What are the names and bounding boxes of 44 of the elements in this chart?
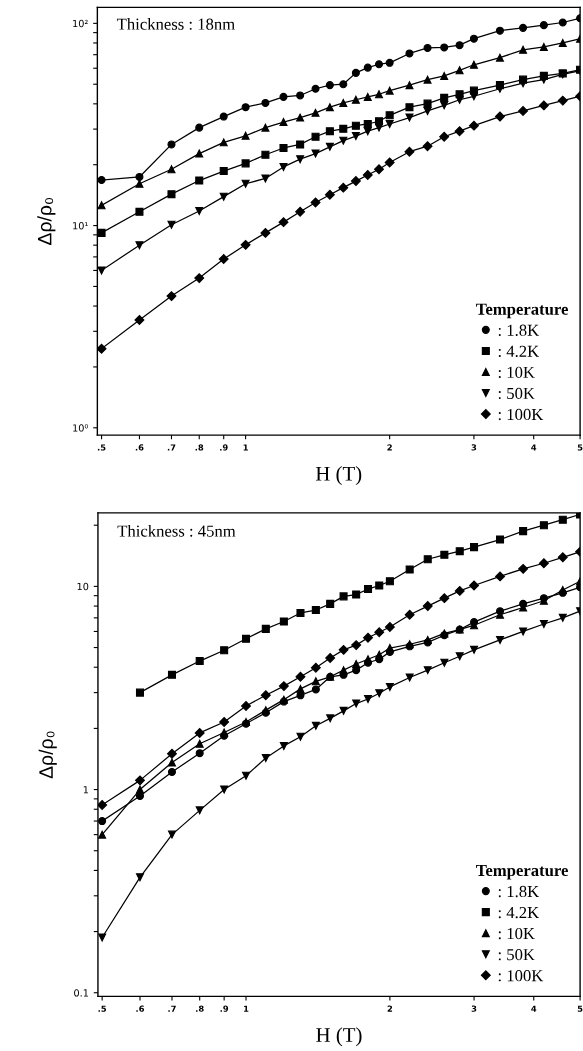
legend-label: : 100K	[498, 970, 544, 982]
legend-label: : 4.2K	[498, 906, 539, 919]
y-tick-label: 10²	[73, 19, 88, 28]
y-tick-label: 10⁰	[73, 424, 88, 432]
legend-label: : 100K	[498, 408, 544, 421]
x-tick-label: 2	[387, 444, 392, 451]
legend-label: : 4.2K	[498, 345, 539, 357]
legend-label: : 10K	[498, 366, 535, 379]
x-tick-label: .5	[98, 1005, 107, 1012]
annotation: Thickness : 18nm	[116, 18, 235, 30]
x-tick-label: .6	[135, 444, 144, 451]
x-tick-label: .6	[136, 1005, 145, 1012]
legend-label: : 10K	[498, 927, 535, 940]
legend-title: Temperature	[476, 303, 568, 319]
x-tick-label: .8	[195, 444, 204, 451]
x-tick-label: 3	[471, 1005, 477, 1012]
legend-label: : 50K	[498, 387, 535, 400]
x-tick-label: 4	[531, 1005, 537, 1012]
legend-label: : 1.8K	[498, 324, 539, 336]
x-tick-label: 4	[531, 444, 537, 451]
x-tick-label: 5	[577, 1005, 583, 1012]
y-axis-title: Δρ/ρ₀	[37, 198, 56, 245]
legend-label: : 50K	[498, 949, 535, 961]
annotation: Thickness : 45nm	[117, 524, 236, 537]
x-tick-label: 1	[244, 1005, 249, 1012]
y-axis-title: Δρ/ρ₀	[38, 731, 57, 779]
x-axis-title: H (T)	[315, 466, 362, 485]
x-tick-label: .7	[167, 444, 176, 451]
x-tick-label: 3	[471, 444, 477, 451]
y-tick-label: 0.1	[74, 989, 89, 997]
x-tick-label: 5	[577, 444, 583, 451]
x-tick-label: .9	[220, 1005, 229, 1012]
x-axis-title: H (T)	[316, 1027, 362, 1047]
y-tick-label: 10¹	[73, 222, 88, 230]
x-tick-label: .9	[220, 444, 228, 451]
x-tick-label: 1	[243, 444, 248, 451]
legend-label: : 1.8K	[498, 885, 539, 898]
y-tick-label: 10	[77, 582, 89, 591]
x-tick-label: 2	[387, 1005, 393, 1012]
x-tick-label: .5	[97, 444, 106, 451]
x-tick-label: .8	[196, 1005, 204, 1012]
x-tick-label: .7	[168, 1005, 176, 1012]
legend-title: Temperature	[476, 864, 568, 880]
y-tick-label: 1	[83, 786, 89, 794]
